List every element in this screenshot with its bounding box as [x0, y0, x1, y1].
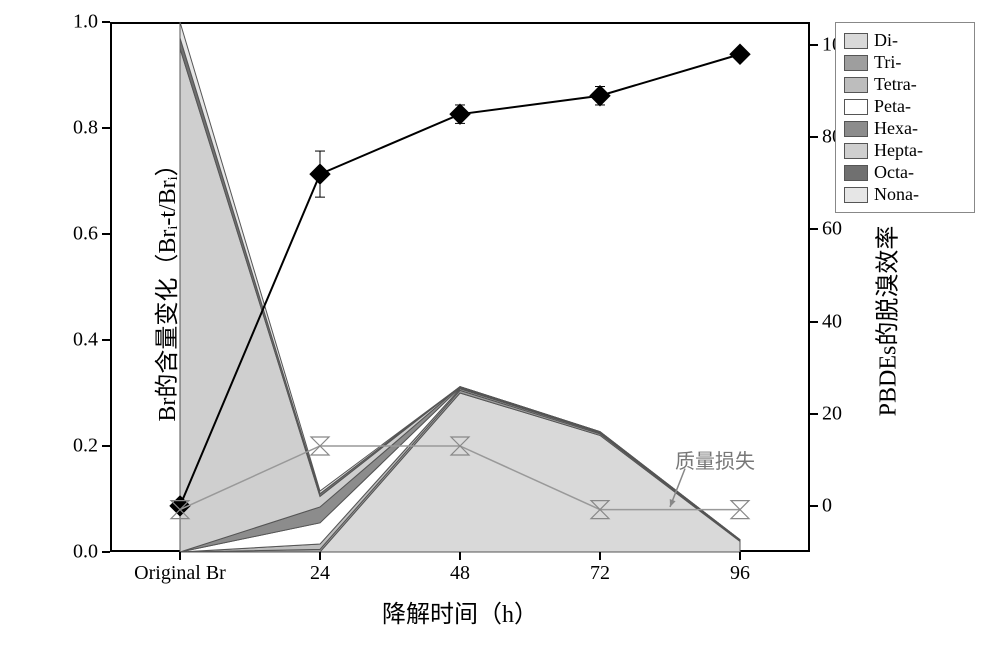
x-tick-label: 72: [590, 562, 610, 585]
legend-swatch: [844, 33, 868, 49]
legend-swatch: [844, 121, 868, 137]
legend-item: Nona-: [844, 184, 966, 205]
legend-swatch: [844, 187, 868, 203]
legend-item: Hepta-: [844, 140, 966, 161]
x-tick-label: 48: [450, 562, 470, 585]
y2-tick-label: 20: [822, 402, 842, 425]
efficiency-marker: [310, 164, 330, 184]
legend-swatch: [844, 99, 868, 115]
y1-tick-label: 1.0: [62, 11, 98, 34]
legend-label: Hexa-: [874, 118, 918, 139]
y2-tick-label: 60: [822, 218, 842, 241]
y1-tick-label: 0.2: [62, 435, 98, 458]
legend-label: Tri-: [874, 52, 901, 73]
legend-label: Hepta-: [874, 140, 923, 161]
y1-tick-label: 0.6: [62, 223, 98, 246]
legend-label: Nona-: [874, 184, 919, 205]
x-tick-label: Original Br: [134, 562, 226, 585]
chart-container: Br的含量变化（Brᵢ-t/Brᵢ） PBDEs的脱溴效率（%） 降解时间（h）…: [0, 0, 1000, 649]
annotation-mass-loss: 质量损失: [675, 445, 755, 474]
y1-tick-label: 0.0: [62, 541, 98, 564]
y2-tick-label: 40: [822, 310, 842, 333]
legend-item: Tri-: [844, 52, 966, 73]
y1-tick-label: 0.4: [62, 329, 98, 352]
legend-item: Tetra-: [844, 74, 966, 95]
legend-label: Octa-: [874, 162, 914, 183]
legend-label: Di-: [874, 30, 898, 51]
legend-label: Peta-: [874, 96, 911, 117]
efficiency-marker: [730, 44, 750, 64]
legend: Di-Tri-Tetra-Peta-Hexa-Hepta-Octa-Nona-: [835, 22, 975, 213]
legend-item: Octa-: [844, 162, 966, 183]
y1-axis-label: Br的含量变化（Brᵢ-t/Brᵢ）: [147, 152, 182, 421]
y1-tick-label: 0.8: [62, 117, 98, 140]
legend-swatch: [844, 165, 868, 181]
legend-item: Peta-: [844, 96, 966, 117]
y2-tick-label: 0: [822, 494, 832, 517]
x-tick-label: 24: [310, 562, 330, 585]
x-tick-label: 96: [730, 562, 750, 585]
legend-swatch: [844, 143, 868, 159]
x-axis-label: 降解时间（h）: [382, 594, 538, 629]
legend-item: Hexa-: [844, 118, 966, 139]
legend-swatch: [844, 77, 868, 93]
efficiency-marker: [590, 86, 610, 106]
legend-item: Di-: [844, 30, 966, 51]
legend-swatch: [844, 55, 868, 71]
legend-label: Tetra-: [874, 74, 917, 95]
efficiency-marker: [450, 104, 470, 124]
